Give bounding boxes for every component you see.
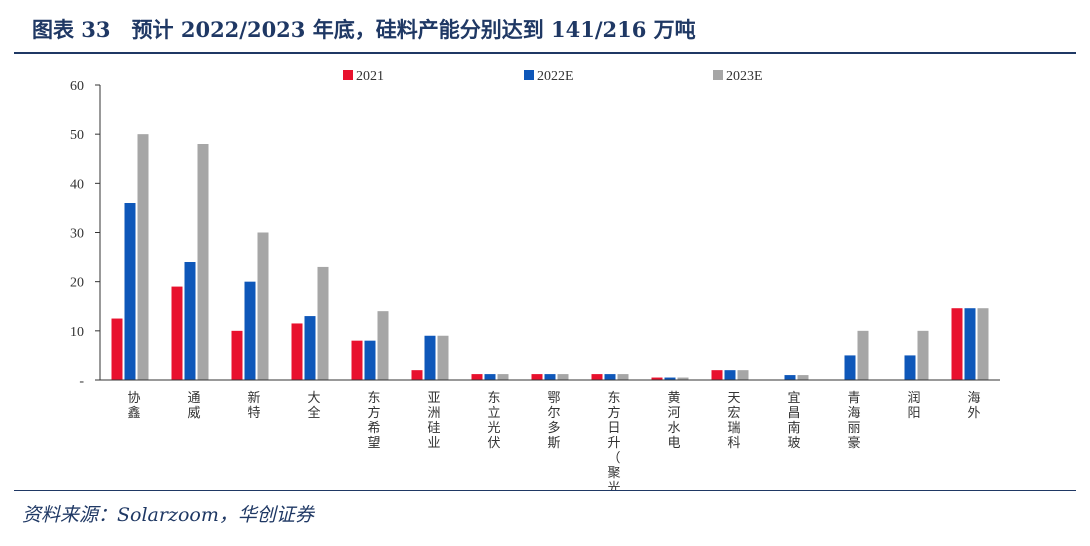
bar-2022E xyxy=(544,374,556,380)
y-tick-label: 20 xyxy=(70,276,84,291)
bar-2023E xyxy=(677,377,689,380)
legend-label: 2021 xyxy=(356,69,384,84)
bar-2021 xyxy=(171,286,183,380)
bar-2023E xyxy=(617,374,629,380)
x-tick-label: 东方希望 xyxy=(367,391,380,451)
y-tick-label: 50 xyxy=(70,128,84,143)
bar-2022E xyxy=(904,355,916,380)
bar-2022E xyxy=(664,377,676,380)
bar-2023E xyxy=(797,375,809,380)
bar-2022E xyxy=(964,308,976,380)
title-rule xyxy=(14,52,1076,54)
bar-2021 xyxy=(531,374,543,380)
bars-area xyxy=(111,134,989,380)
bar-2023E xyxy=(857,330,869,380)
bar-2022E xyxy=(784,375,796,380)
legend-swatch-2021 xyxy=(343,70,353,80)
bar-2021 xyxy=(231,330,243,380)
x-tick-label: 东方日升（聚光） xyxy=(607,391,620,490)
x-tick-label: 大全 xyxy=(307,391,320,421)
bar-2021 xyxy=(411,370,423,380)
bar-chart: 2021 2022E 2023E - 10 20 30 40 50 60 协鑫 通威 新特 大全 东方希… xyxy=(70,69,1000,490)
bar-2021 xyxy=(651,377,663,380)
bar-2021 xyxy=(111,318,123,380)
bar-2021 xyxy=(471,374,483,380)
x-tick-label: 通威 xyxy=(187,391,200,421)
y-tick-label: - xyxy=(79,374,84,389)
bar-2022E xyxy=(424,335,436,380)
x-axis: 协鑫 通威 新特 大全 东方希望 亚洲硅业 东立光伏 鄂尔多斯 东方日升（聚光） 黄河水电 天宏瑞科… xyxy=(100,379,1000,490)
bar-2022E xyxy=(844,355,856,380)
x-tick-label: 新特 xyxy=(247,390,260,421)
bar-2023E xyxy=(437,335,449,380)
legend-swatch-2022E xyxy=(524,70,534,80)
bar-2021 xyxy=(351,340,363,380)
x-tick-label: 天宏瑞科 xyxy=(727,391,740,451)
source-note: 资料来源：Solarzoom，华创证券 xyxy=(22,504,314,526)
bar-2021 xyxy=(711,370,723,380)
bar-2022E xyxy=(304,316,316,380)
bar-2022E xyxy=(124,203,136,380)
legend-label: 2022E xyxy=(537,69,574,84)
legend-swatch-2023E xyxy=(713,70,723,80)
bar-2023E xyxy=(557,374,569,380)
bar-2023E xyxy=(257,232,269,380)
x-tick-label: 润阳 xyxy=(907,391,920,421)
bar-2022E xyxy=(184,262,196,380)
y-tick-label: 40 xyxy=(70,177,84,192)
x-tick-label: 海外 xyxy=(967,391,980,421)
bar-2023E xyxy=(197,144,209,380)
legend-label: 2023E xyxy=(726,69,763,84)
bar-2023E xyxy=(137,134,149,380)
bar-2023E xyxy=(317,266,329,380)
figure-header: 图表 33 预计 2022/2023 年底，硅料产能分别达到 141/216 万… xyxy=(14,12,1076,46)
bar-2023E xyxy=(917,330,929,380)
bar-2023E xyxy=(497,374,509,380)
y-axis: - 10 20 30 40 50 60 xyxy=(70,79,101,389)
bar-2023E xyxy=(377,311,389,380)
bar-2022E xyxy=(724,370,736,380)
x-tick-label: 宜昌南玻 xyxy=(787,391,800,451)
y-tick-label: 30 xyxy=(70,227,84,242)
bar-2022E xyxy=(364,340,376,380)
x-tick-label: 协鑫 xyxy=(127,391,140,421)
source-rule xyxy=(14,490,1076,491)
x-tick-label: 黄河水电 xyxy=(667,391,680,451)
chart-legend: 2021 2022E 2023E xyxy=(343,69,763,84)
figure-title: 图表 33 预计 2022/2023 年底，硅料产能分别达到 141/216 万… xyxy=(32,17,696,42)
bar-2021 xyxy=(291,323,303,380)
bar-2023E xyxy=(977,308,989,380)
x-tick-label: 青海丽豪 xyxy=(847,391,860,451)
x-tick-label: 东立光伏 xyxy=(487,391,500,451)
bar-2022E xyxy=(604,374,616,380)
y-tick-label: 10 xyxy=(70,325,84,340)
bar-2021 xyxy=(951,308,963,380)
bar-2022E xyxy=(484,374,496,380)
y-tick-label: 60 xyxy=(70,79,84,94)
x-tick-label: 亚洲硅业 xyxy=(427,391,440,451)
bar-2021 xyxy=(591,374,603,380)
bar-2023E xyxy=(737,370,749,380)
x-tick-label: 鄂尔多斯 xyxy=(547,391,560,451)
bar-2022E xyxy=(244,281,256,380)
